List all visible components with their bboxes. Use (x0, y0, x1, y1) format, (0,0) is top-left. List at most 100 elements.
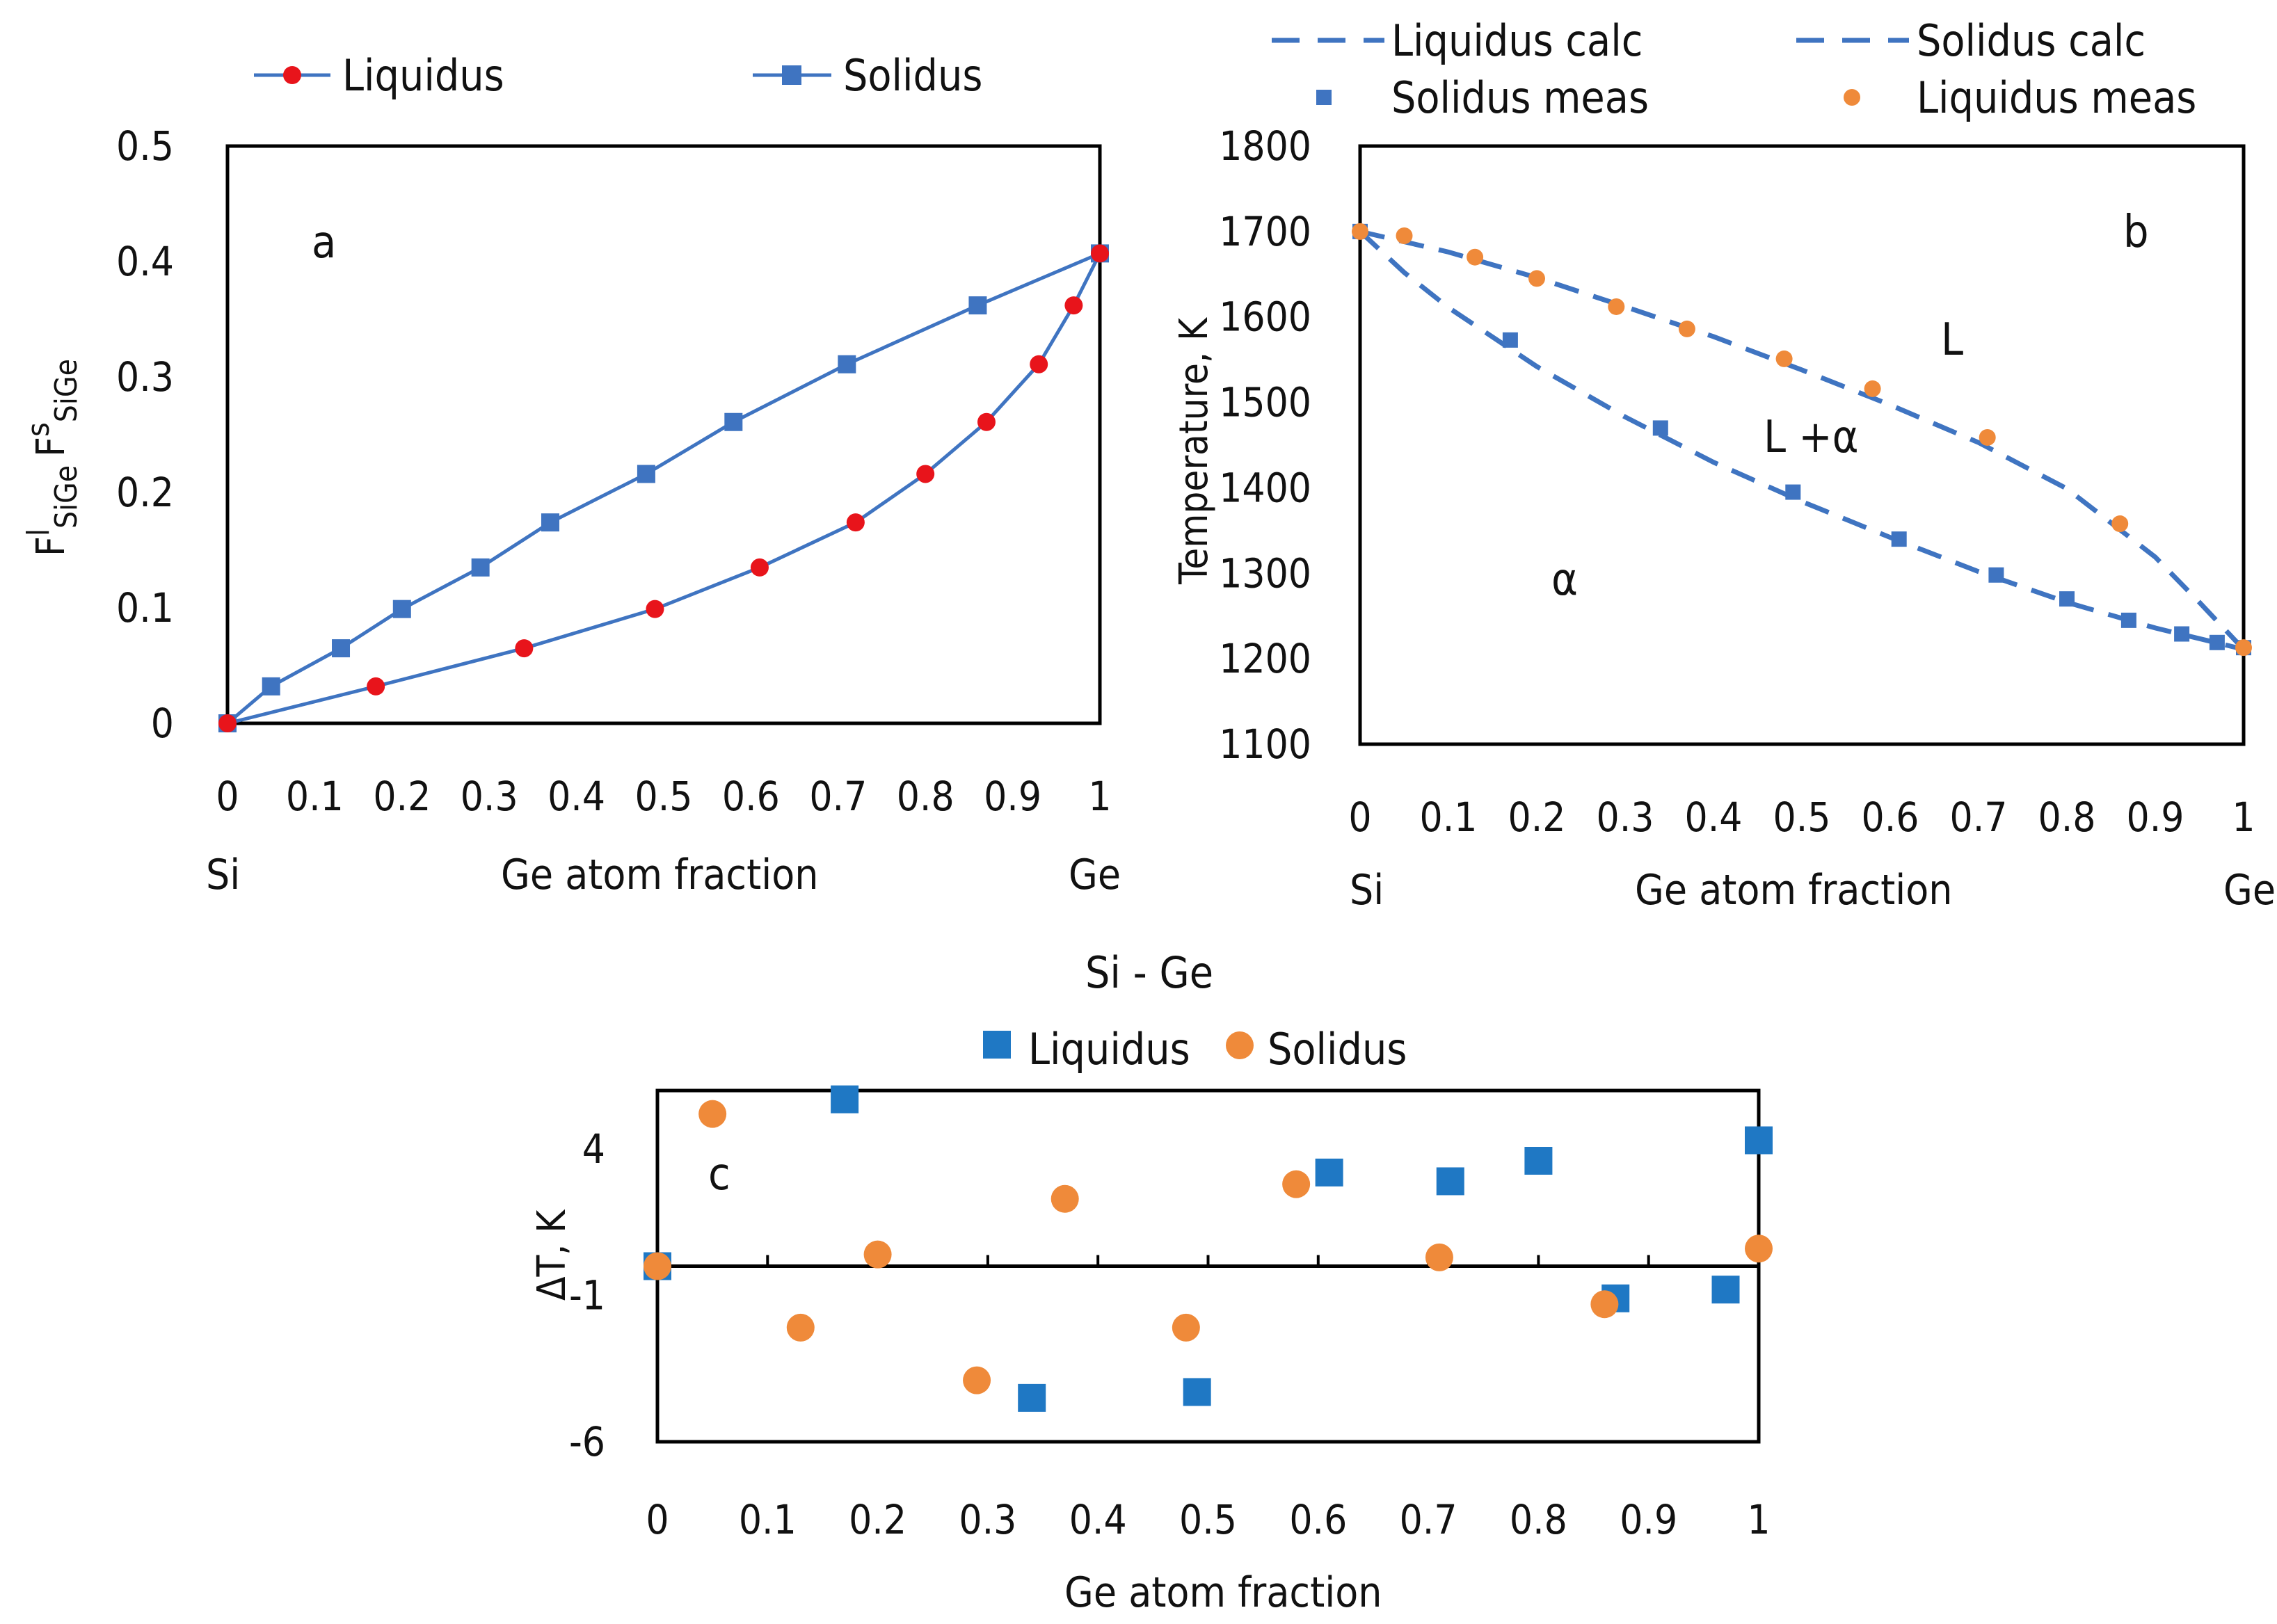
region-liquid-label: L (1941, 314, 1963, 366)
legend-c-solidus-marker (1226, 1031, 1254, 1059)
chart-c-x-tick-label: 0.1 (739, 1496, 797, 1543)
chart-a-fractions: Liquidus Solidus 0 0.1 0.2 0.3 0.4 0.5 0.6 0.7 0… (21, 50, 1121, 899)
solidus-deviation-point (698, 1100, 727, 1128)
solidus-meas-point (2059, 591, 2075, 607)
chart-c-x-tick-label: 0.2 (849, 1496, 906, 1543)
chart-a-x-tick-label: 0 (216, 773, 239, 820)
legend-c-liquidus-marker (983, 1031, 1011, 1059)
chart-a-x-tick-label: 0.9 (984, 773, 1041, 820)
liquidus-meas-point (1352, 223, 1368, 240)
liquidus-point (1030, 355, 1048, 373)
liquidus-point (515, 639, 534, 658)
chart-b-x-tick-label: 0.9 (2127, 794, 2184, 841)
chart-c-y-ticks: 4 -1 -6 (569, 1125, 605, 1465)
solidus-meas-point (2120, 612, 2136, 628)
chart-c-x-label: Ge atom fraction (1064, 1568, 1382, 1617)
solidus-meas-point (1891, 531, 1907, 547)
chart-b-y-label: Temperature, K (1172, 316, 1217, 585)
legend-liquidus-marker (283, 66, 301, 84)
legend-solidus-meas-marker (1316, 90, 1332, 105)
liquidus-meas-point (1608, 298, 1625, 315)
chart-b-x-tick-label: 0.2 (1508, 794, 1566, 841)
chart-b-x-tick-label: 0.3 (1597, 794, 1654, 841)
solidus-point (724, 412, 743, 431)
chart-c-x-tick-label: 0.8 (1510, 1496, 1567, 1543)
chart-a-series (218, 244, 1109, 732)
liquidus-deviation-point (1745, 1126, 1773, 1155)
chart-a-x-tick-label: 0.4 (548, 773, 605, 820)
chart-b-x-right-label: Ge (2223, 866, 2276, 915)
liquidus-point (1091, 244, 1109, 263)
solidus-deviation-point (786, 1313, 815, 1342)
solidus-point (637, 465, 655, 483)
solidus-point (541, 513, 559, 532)
chart-b-x-ticks: 0 0.1 0.2 0.3 0.4 0.5 0.6 0.7 0.8 0.9 1 (1348, 794, 2255, 841)
solidus-deviation-point (1590, 1290, 1619, 1319)
solidus-point (838, 355, 856, 373)
chart-b-x-tick-label: 0.7 (1950, 794, 2008, 841)
solidus-line (226, 252, 1101, 725)
solidus-calc-line (1358, 230, 2244, 652)
solidus-deviation-point (644, 1252, 671, 1280)
chart-b-x-left-label: Si (1350, 866, 1384, 915)
chart-b-annotation: b (2123, 207, 2149, 258)
liquidus-deviation-point (1711, 1276, 1740, 1304)
chart-a-x-tick-label: 0.5 (635, 773, 693, 820)
liquidus-deviation-point (1436, 1167, 1464, 1196)
liquidus-meas-point (2111, 515, 2129, 533)
liquidus-deviation-point (1524, 1147, 1553, 1175)
chart-c-legend: Liquidus Solidus (983, 1024, 1407, 1075)
liquidus-meas-point (1528, 270, 1545, 287)
solidus-deviation-point (1745, 1235, 1773, 1263)
chart-b-y-tick-label: 1600 (1219, 294, 1311, 341)
solidus-deviation-point (1282, 1170, 1311, 1198)
solidus-meas-point (2174, 626, 2190, 642)
chart-c-title: Si - Ge (1085, 947, 1213, 998)
chart-c-series (644, 1085, 1773, 1412)
liquidus-meas-point (1396, 227, 1413, 244)
solidus-point (332, 639, 351, 658)
chart-a-x-ticks: 0 0.1 0.2 0.3 0.4 0.5 0.6 0.7 0.8 0.9 1 (216, 773, 1111, 820)
region-two-phase-label: L +α (1764, 412, 1859, 463)
solidus-point (471, 558, 490, 577)
solidus-deviation-point (1425, 1243, 1453, 1271)
liquidus-point (750, 558, 769, 577)
chart-c-x-tick-label: 0.5 (1179, 1496, 1237, 1543)
solidus-point (262, 677, 280, 696)
solidus-point (968, 296, 987, 315)
chart-c-x-tick-label: 0.7 (1400, 1496, 1457, 1543)
liquidus-point (977, 412, 996, 431)
chart-b-y-tick-label: 1500 (1219, 379, 1311, 426)
liquidus-point (916, 465, 935, 483)
chart-b-legend: Liquidus calc Solidus calc Solidus meas … (1272, 15, 2196, 123)
liquidus-point (646, 600, 664, 618)
liquidus-meas-point (1864, 380, 1881, 397)
chart-a-legend: Liquidus Solidus (254, 50, 982, 101)
chart-b-phase-diagram: Liquidus calc Solidus calc Solidus meas … (1172, 15, 2276, 915)
chart-a-x-tick-label: 0.6 (722, 773, 780, 820)
liquidus-calc-line (1359, 229, 2246, 652)
chart-a-y-tick-label: 0 (151, 700, 174, 747)
chart-c-x-tick-label: 0.9 (1620, 1496, 1677, 1543)
chart-a-x-right-label: Ge (1069, 851, 1121, 899)
solidus-deviation-point (863, 1240, 892, 1269)
legend-solidus-label: Solidus (843, 50, 982, 101)
legend-liquidus-meas-marker (1844, 89, 1860, 106)
liquidus-meas-point (2235, 639, 2252, 657)
chart-a-y-ticks: 0 0.1 0.2 0.3 0.4 0.5 (116, 122, 174, 747)
chart-b-x-tick-label: 0.6 (1862, 794, 1919, 841)
legend-liquidus-meas-label: Liquidus meas (1917, 72, 2196, 123)
chart-b-x-tick-label: 0.8 (2038, 794, 2096, 841)
liquidus-point (367, 677, 385, 696)
liquidus-meas-point (1467, 248, 1484, 266)
liquidus-meas-point (1979, 428, 1996, 446)
chart-a-x-tick-label: 0.1 (286, 773, 344, 820)
chart-b-plot-frame (1358, 144, 2246, 746)
liquidus-point (1064, 296, 1083, 315)
liquidus-line (227, 252, 1102, 725)
liquidus-meas-point (1775, 350, 1793, 367)
chart-c-x-tick-label: 0.3 (959, 1496, 1016, 1543)
chart-a-x-left-label: Si (206, 851, 240, 899)
chart-c-y-tick-label: 4 (582, 1125, 605, 1173)
